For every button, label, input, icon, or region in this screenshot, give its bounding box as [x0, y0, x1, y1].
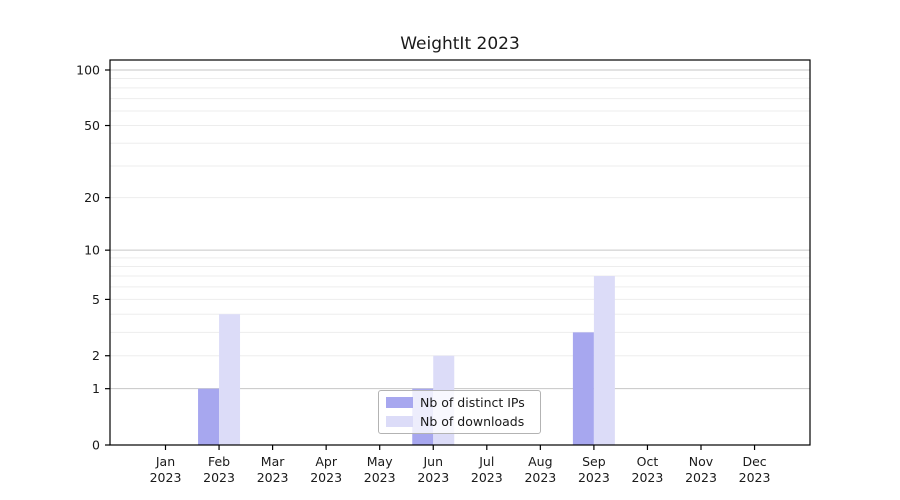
x-tick-year-dec: 2023	[739, 470, 771, 485]
x-tick-year-jul: 2023	[471, 470, 503, 485]
x-tick-label-apr: Apr	[315, 454, 337, 469]
x-tick-label-nov: Nov	[689, 454, 714, 469]
x-tick-year-apr: 2023	[310, 470, 342, 485]
y-tick-label-0: 0	[92, 438, 100, 453]
x-tick-label-sep: Sep	[582, 454, 606, 469]
legend-box: Nb of distinct IPs Nb of downloads	[378, 390, 541, 434]
x-tick-year-nov: 2023	[685, 470, 717, 485]
x-tick-label-feb: Feb	[208, 454, 230, 469]
chart-title: WeightIt 2023	[400, 34, 520, 54]
y-tick-label-2: 2	[92, 348, 100, 363]
x-tick-year-oct: 2023	[632, 470, 664, 485]
y-tick-label-20: 20	[84, 190, 100, 205]
x-tick-label-jan: Jan	[155, 454, 175, 469]
plot-border	[109, 59, 811, 446]
x-tick-label-oct: Oct	[637, 454, 659, 469]
bar-distinct-ips-feb	[198, 388, 220, 445]
legend-label-distinct-ips: Nb of distinct IPs	[420, 395, 525, 410]
y-tick-label-50: 50	[84, 118, 100, 133]
x-tick-year-may: 2023	[364, 470, 396, 485]
x-tick-label-mar: Mar	[261, 454, 285, 469]
y-tick-label-10: 10	[84, 243, 100, 258]
x-tick-label-jul: Jul	[478, 454, 494, 469]
legend-entry-distinct-ips: Nb of distinct IPs	[386, 395, 533, 410]
bar-distinct-ips-sep	[572, 332, 594, 445]
x-tick-year-jun: 2023	[417, 470, 449, 485]
x-tick-year-feb: 2023	[203, 470, 235, 485]
x-tick-label-jun: Jun	[422, 454, 443, 469]
x-tick-label-dec: Dec	[742, 454, 766, 469]
x-tick-year-mar: 2023	[257, 470, 289, 485]
y-tick-label-100: 100	[76, 63, 100, 78]
legend-label-downloads: Nb of downloads	[420, 414, 525, 429]
legend-entry-downloads: Nb of downloads	[386, 414, 533, 429]
y-tick-label-1: 1	[92, 381, 100, 396]
x-tick-year-aug: 2023	[524, 470, 556, 485]
bar-downloads-sep	[593, 276, 615, 445]
x-tick-label-may: May	[367, 454, 393, 469]
bar-downloads-feb	[219, 314, 241, 445]
legend-swatch-distinct-ips	[386, 397, 413, 408]
x-tick-year-sep: 2023	[578, 470, 610, 485]
y-tick-label-5: 5	[92, 292, 100, 307]
x-tick-year-jan: 2023	[150, 470, 182, 485]
legend-swatch-downloads	[386, 416, 413, 427]
x-tick-label-aug: Aug	[528, 454, 552, 469]
